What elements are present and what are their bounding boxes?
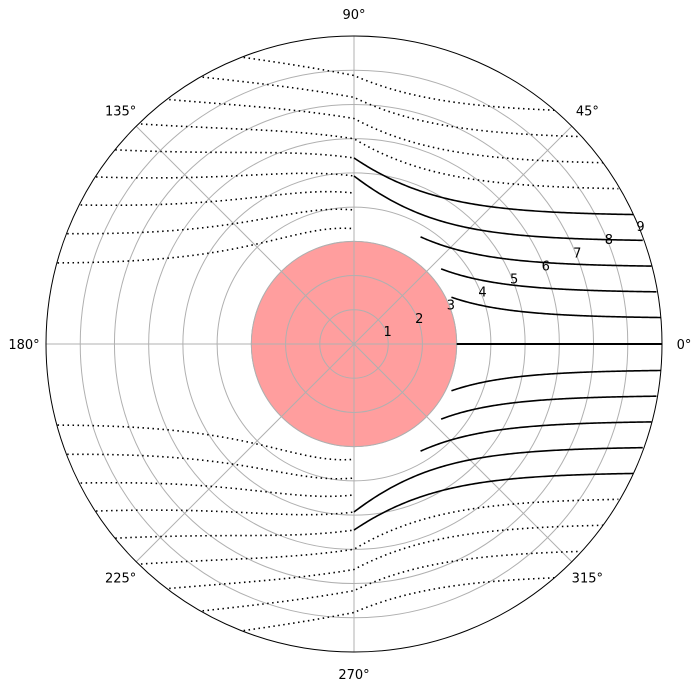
- streamline-dotted-6: [169, 98, 603, 164]
- disk-spoke-225: [281, 343, 355, 417]
- angle-tick-label-270: 270°: [338, 668, 369, 683]
- angle-tick-label-135: 135°: [105, 105, 136, 120]
- streamline-upstream-13: [115, 529, 355, 539]
- streamline-solid-2: [420, 236, 652, 267]
- disk-spoke-135: [281, 271, 355, 345]
- angle-tick-label-45: 45°: [576, 105, 599, 120]
- streamline-upstream-1: [67, 208, 355, 235]
- r-tick-label-7: 7: [573, 246, 581, 261]
- streamline-upstream-12: [96, 509, 355, 516]
- streamline-dotted-14: [140, 498, 619, 565]
- polar-frame: [45, 35, 663, 653]
- streamline-solid-12: [353, 446, 643, 513]
- r-tick-label-5: 5: [510, 273, 518, 288]
- streamline-upstream-2: [80, 190, 355, 207]
- radial-tick-labels: 1 2 3 4 5 6 7 8 9: [383, 220, 644, 340]
- angle-tick-label-315: 315°: [572, 571, 603, 586]
- streamline-solid-10: [440, 395, 657, 420]
- streamline-solid-13: [353, 472, 634, 531]
- r-tick-label-9: 9: [636, 220, 644, 235]
- angle-tick-label-90: 90°: [342, 8, 365, 23]
- streamline-solid-3: [353, 175, 643, 242]
- streamline-dotted-8: [243, 56, 555, 111]
- r-tick-label-2: 2: [415, 312, 423, 327]
- streamline-solid-1: [440, 268, 657, 293]
- central-disk: [250, 240, 458, 448]
- streamline-dotted-17: [243, 577, 555, 632]
- streamline-upstream-3: [96, 172, 355, 179]
- r-tick-label-4: 4: [478, 286, 486, 301]
- r-tick-label-6: 6: [542, 259, 550, 274]
- streamline-dotted-16: [202, 550, 580, 612]
- streamline-solid-4: [353, 157, 634, 216]
- streamline-upstream-4: [115, 149, 355, 159]
- r-tick-label-1: 1: [383, 325, 391, 340]
- r-tick-label-8: 8: [605, 233, 613, 248]
- streamline-upstream-10: [67, 453, 355, 480]
- disk-spoke-45: [353, 271, 427, 345]
- r-tick-label-3: 3: [447, 299, 455, 314]
- angle-tick-label-180: 180°: [8, 338, 39, 353]
- streamlines: [57, 56, 662, 632]
- disk-spoke-315: [353, 343, 427, 417]
- angle-tick-label-0: 0°: [677, 338, 692, 353]
- angle-tick-label-225: 225°: [105, 571, 136, 586]
- streamline-dotted-15: [169, 524, 603, 590]
- streamline-dotted-7: [202, 76, 580, 138]
- streamline-solid-11: [420, 421, 652, 452]
- streamline-upstream-11: [80, 481, 355, 498]
- angular-tick-labels: 0° 45° 90° 135° 180° 225° 270° 315°: [8, 8, 691, 683]
- streamline-solid-0: [451, 296, 661, 319]
- streamline-solid-9: [451, 369, 661, 392]
- streamline-dotted-5: [140, 123, 619, 190]
